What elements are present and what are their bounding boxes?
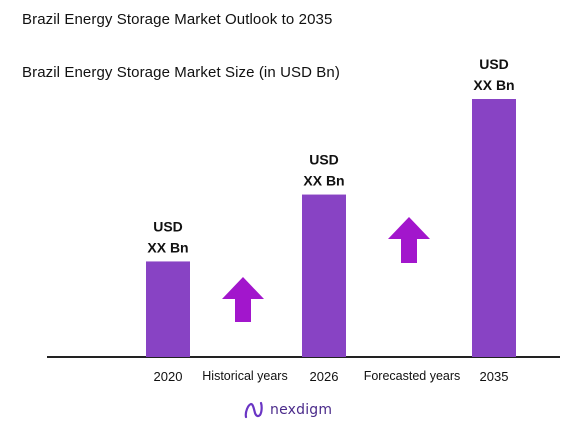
nexdigm-logo-icon [244,401,263,419]
x-tick-label: 2026 [310,369,339,384]
bar-2020 [146,261,190,357]
chart-title: Brazil Energy Storage Market Outlook to … [22,11,333,28]
brand-logo: nexdigm [243,400,332,420]
bar-value-label: USD [309,152,339,168]
bar-2026 [302,194,346,357]
brand-name: nexdigm [270,402,333,418]
bar-value-label: XX Bn [473,77,514,93]
bar-value-label: XX Bn [303,173,344,189]
bar-2035 [472,99,516,357]
forecasted-years-label: Forecasted years [364,369,461,383]
bar-value-label: USD [479,56,509,72]
bar-value-label: XX Bn [147,239,188,255]
chart-subtitle: Brazil Energy Storage Market Size (in US… [22,64,340,81]
historical-years-label: Historical years [202,369,287,383]
up-arrow-icon [222,277,264,322]
bar-value-label: USD [153,218,183,234]
x-tick-label: 2020 [154,369,183,384]
x-tick-label: 2035 [480,369,509,384]
up-arrow-icon [388,217,430,263]
